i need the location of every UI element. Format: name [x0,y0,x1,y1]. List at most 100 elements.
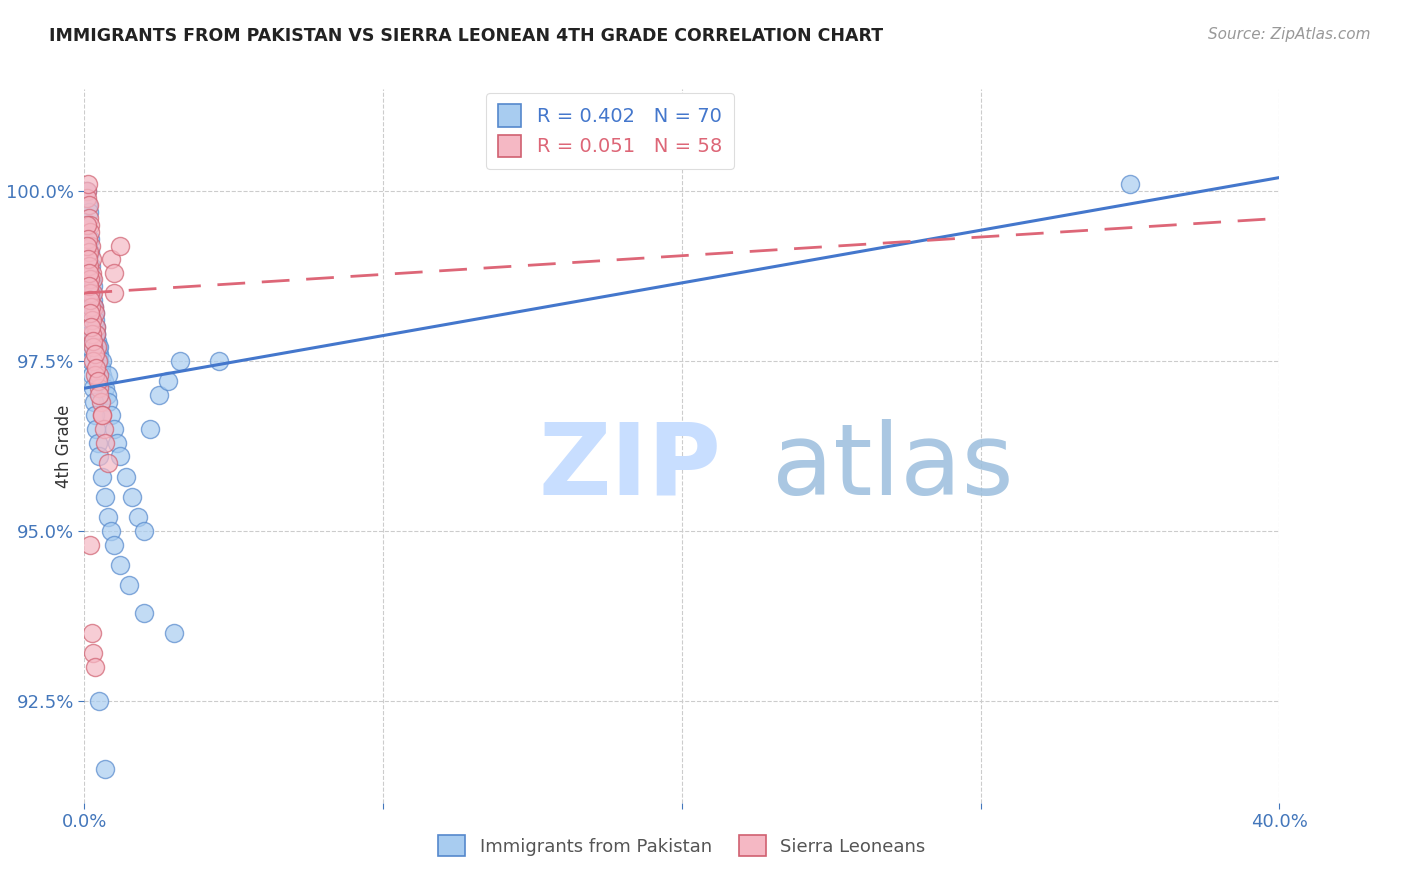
Point [86,341,108,355]
Point [139,422,162,436]
Point [80,259,103,273]
Point [77,211,100,226]
Point [97,510,120,524]
Point [76,238,98,252]
Point [77,198,100,212]
Point [89,341,111,355]
Point [80,252,103,266]
Point [82,334,104,348]
Point [83,394,105,409]
Point [79,225,101,239]
Point [89,381,111,395]
Point [103,537,125,551]
Point [79,272,101,286]
Point [79,341,101,355]
Point [84,320,107,334]
Point [93,375,115,389]
Point [77,198,100,212]
Point [84,320,107,334]
Point [100,524,122,538]
Point [91,354,114,368]
Point [132,524,156,538]
Point [86,326,108,341]
Point [118,578,141,592]
Point [97,456,120,470]
Point [87,354,110,368]
Point [82,266,104,280]
Point [89,388,111,402]
Point [91,368,114,382]
Point [83,306,105,320]
Point [94,762,117,776]
Point [83,368,105,382]
Point [89,694,111,708]
Point [83,300,105,314]
Point [89,449,111,463]
Point [79,218,101,232]
Point [77,245,100,260]
Point [86,360,108,375]
Point [87,435,110,450]
Point [87,341,110,355]
Point [86,326,108,341]
Point [110,449,132,463]
Point [80,320,103,334]
Point [80,238,103,252]
Point [76,184,98,198]
Point [77,259,100,273]
Text: IMMIGRANTS FROM PAKISTAN VS SIERRA LEONEAN 4TH GRADE CORRELATION CHART: IMMIGRANTS FROM PAKISTAN VS SIERRA LEONE… [49,27,883,45]
Text: Source: ZipAtlas.com: Source: ZipAtlas.com [1208,27,1371,42]
Point [103,422,125,436]
Point [77,306,100,320]
Point [96,388,118,402]
Point [148,388,170,402]
Point [97,394,120,409]
Point [79,537,101,551]
Point [80,286,103,301]
Point [86,422,108,436]
Point [91,409,114,423]
Point [87,347,110,361]
Point [82,272,104,286]
Point [79,306,101,320]
Point [169,354,191,368]
Point [77,204,100,219]
Y-axis label: 4th Grade: 4th Grade [55,404,73,488]
Point [103,286,125,301]
Point [84,409,107,423]
Point [80,626,103,640]
Point [82,293,104,307]
Point [89,354,111,368]
Point [79,293,101,307]
Point [82,341,104,355]
Point [83,300,105,314]
Text: ZIP: ZIP [538,419,721,516]
Point [79,326,101,341]
Point [163,626,186,640]
Point [90,394,112,409]
Point [80,368,103,382]
Point [208,354,231,368]
Point [79,286,101,301]
Point [86,326,108,341]
Point [82,326,104,341]
Legend: Immigrants from Pakistan, Sierra Leoneans: Immigrants from Pakistan, Sierra Leonean… [429,826,935,865]
Point [82,354,104,368]
Point [80,354,103,368]
Point [76,191,98,205]
Point [97,368,120,382]
Point [110,238,132,252]
Point [79,245,101,260]
Point [91,469,114,483]
Point [83,660,105,674]
Point [94,435,117,450]
Point [94,381,117,395]
Point [77,279,100,293]
Point [83,347,105,361]
Point [87,375,110,389]
Point [80,300,103,314]
Point [157,375,180,389]
Point [82,300,104,314]
Point [87,368,110,382]
Point [1119,178,1142,192]
